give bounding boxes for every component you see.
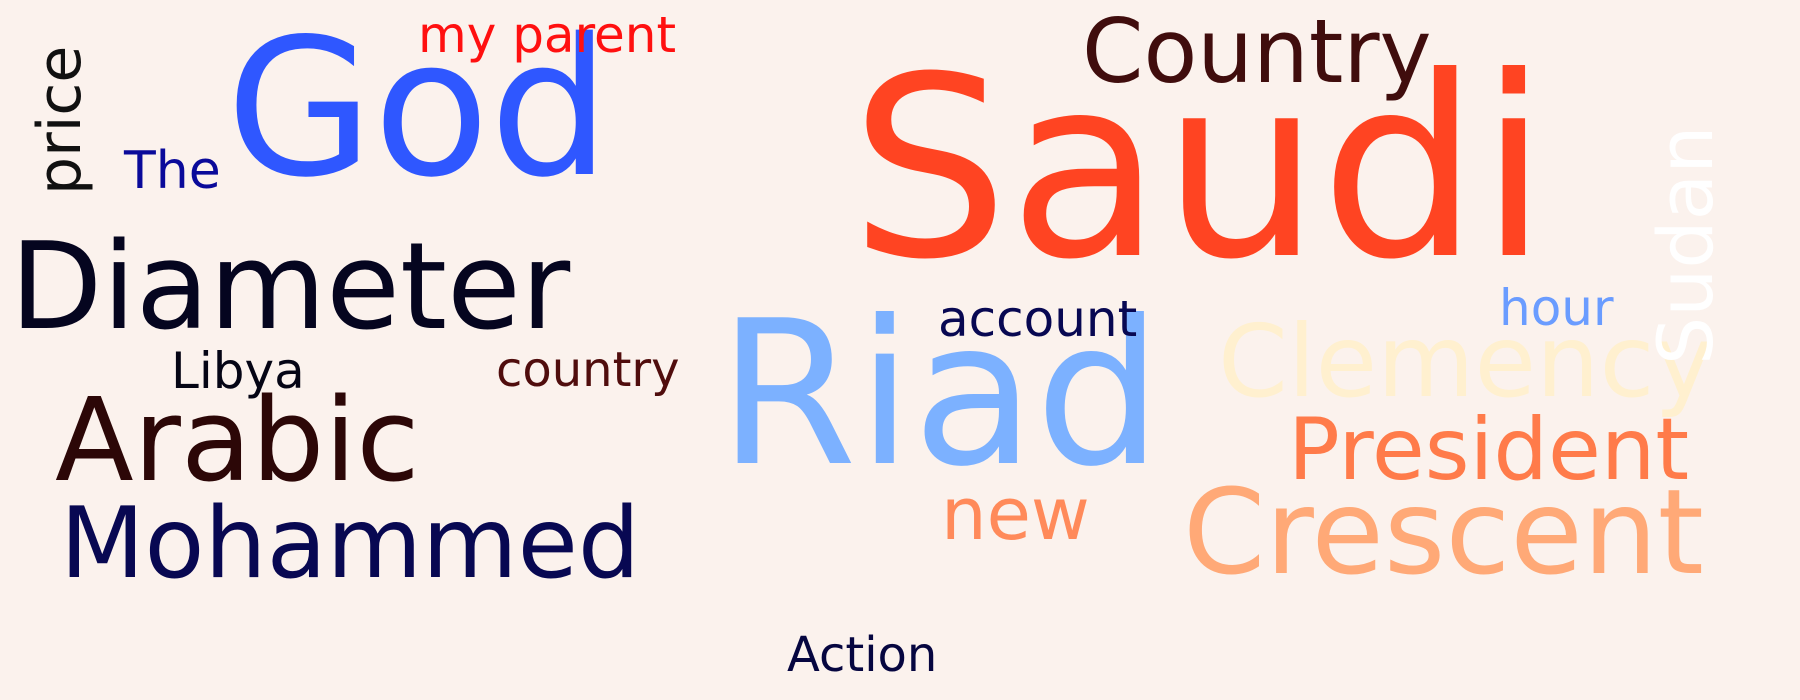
word-price: price [25, 45, 95, 195]
word-diameter: Diameter [10, 218, 571, 357]
word-crescent: Crescent [1183, 463, 1704, 601]
word-libya: Libya [171, 342, 305, 400]
word-god: God [226, 0, 611, 219]
word-mohammed: Mohammed [60, 487, 641, 601]
word-president: President [1288, 400, 1690, 500]
word-clemency: Clemency [1218, 303, 1714, 420]
word-country-large: Country [1082, 0, 1432, 103]
word-riad: Riad [718, 278, 1163, 511]
word-saudi: Saudi [850, 23, 1549, 314]
word-my-parent: my parent [418, 6, 677, 64]
word-account: account [938, 290, 1138, 348]
word-country-small: country [496, 342, 680, 398]
word-hour: hour [1499, 279, 1614, 337]
word-action: Action [787, 627, 938, 683]
word-the: The [124, 141, 221, 201]
word-arabic: Arabic [55, 374, 420, 508]
word-sudan: Sudan [1641, 125, 1730, 365]
word-new: new [941, 472, 1090, 556]
